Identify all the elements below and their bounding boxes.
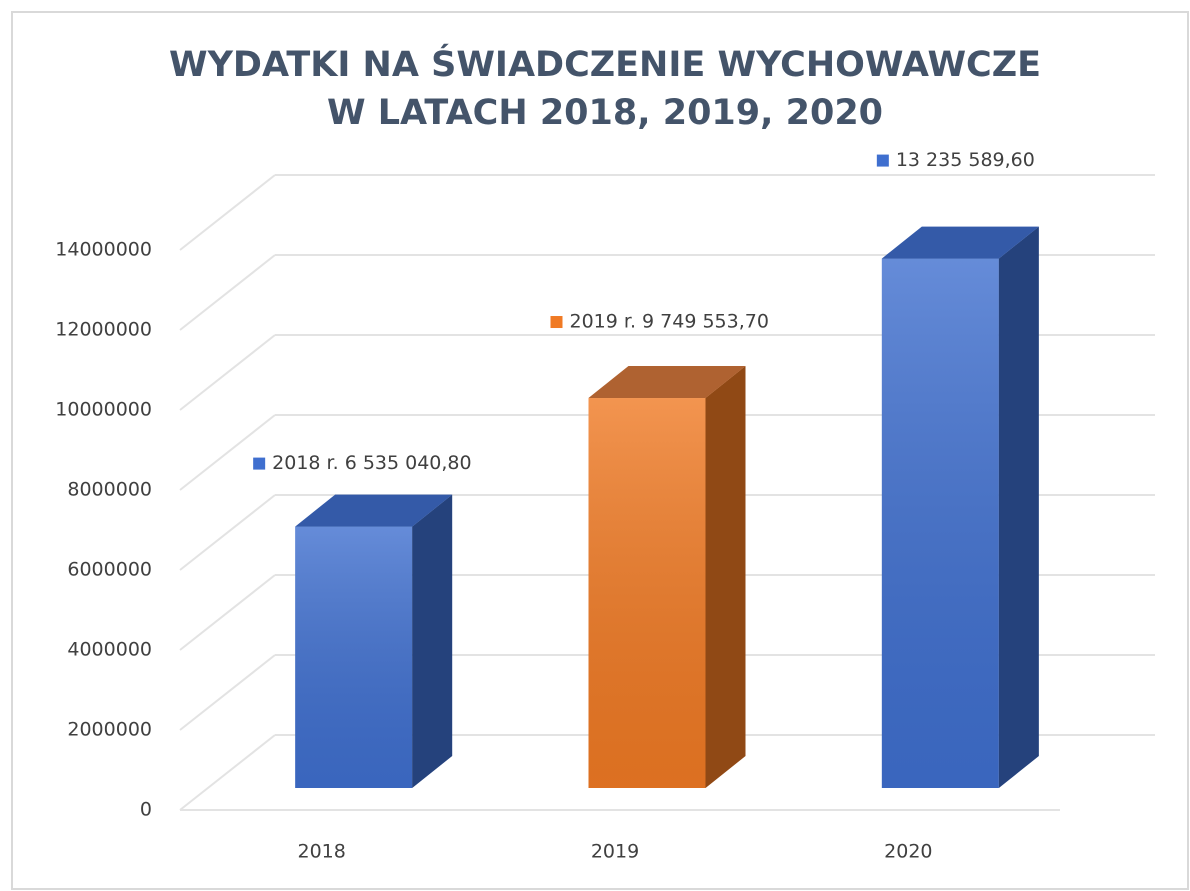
chart-title: WYDATKI NA ŚWIADCZENIE WYCHOWAWCZE [169, 43, 1041, 85]
y-tick-label: 8000000 [67, 479, 152, 501]
bar-front-shade [588, 398, 706, 788]
grid-line [179, 574, 276, 651]
grid-line [179, 654, 276, 731]
bar [588, 366, 746, 788]
x-tick-label: 2020 [884, 841, 932, 863]
data-label: 13 235 589,60 [896, 149, 1035, 171]
bar-side-shade [412, 494, 453, 788]
y-tick-label: 14000000 [55, 239, 152, 261]
y-tick-label: 4000000 [67, 639, 152, 661]
label-key [876, 154, 889, 167]
bar-front-shade [881, 258, 999, 788]
bar-front-shade [295, 526, 413, 788]
y-tick-label: 6000000 [67, 559, 152, 581]
bar-top [881, 226, 1039, 259]
bar-top [295, 494, 453, 527]
bar-side-shade [998, 226, 1039, 788]
bar-top-shade [588, 366, 746, 399]
x-tick-label: 2019 [591, 841, 639, 863]
bar-side [412, 494, 453, 788]
bar-side [998, 226, 1039, 788]
bar-top [588, 366, 746, 399]
bar-side [705, 366, 746, 788]
grid-line [179, 734, 276, 811]
y-tick-label: 0 [140, 799, 152, 821]
y-tick-label: 12000000 [55, 319, 152, 341]
bar-top-shade [881, 226, 1039, 259]
chart-title: W LATACH 2018, 2019, 2020 [327, 93, 883, 133]
bar-top-shade [295, 494, 453, 527]
y-tick-label: 2000000 [67, 719, 152, 741]
grid-line [179, 414, 276, 491]
bar-side-shade [705, 366, 746, 788]
data-label: 2018 r. 6 535 040,80 [272, 452, 471, 474]
grid-line [179, 334, 276, 411]
grid-line [179, 174, 276, 251]
grid-line [179, 494, 276, 571]
bar [881, 226, 1039, 788]
label-key [253, 457, 266, 470]
bar [295, 494, 453, 788]
grid-line [179, 254, 276, 331]
data-label: 2019 r. 9 749 553,70 [570, 311, 769, 333]
label-key [550, 316, 563, 329]
y-tick-label: 10000000 [55, 399, 152, 421]
x-tick-label: 2018 [297, 841, 345, 863]
